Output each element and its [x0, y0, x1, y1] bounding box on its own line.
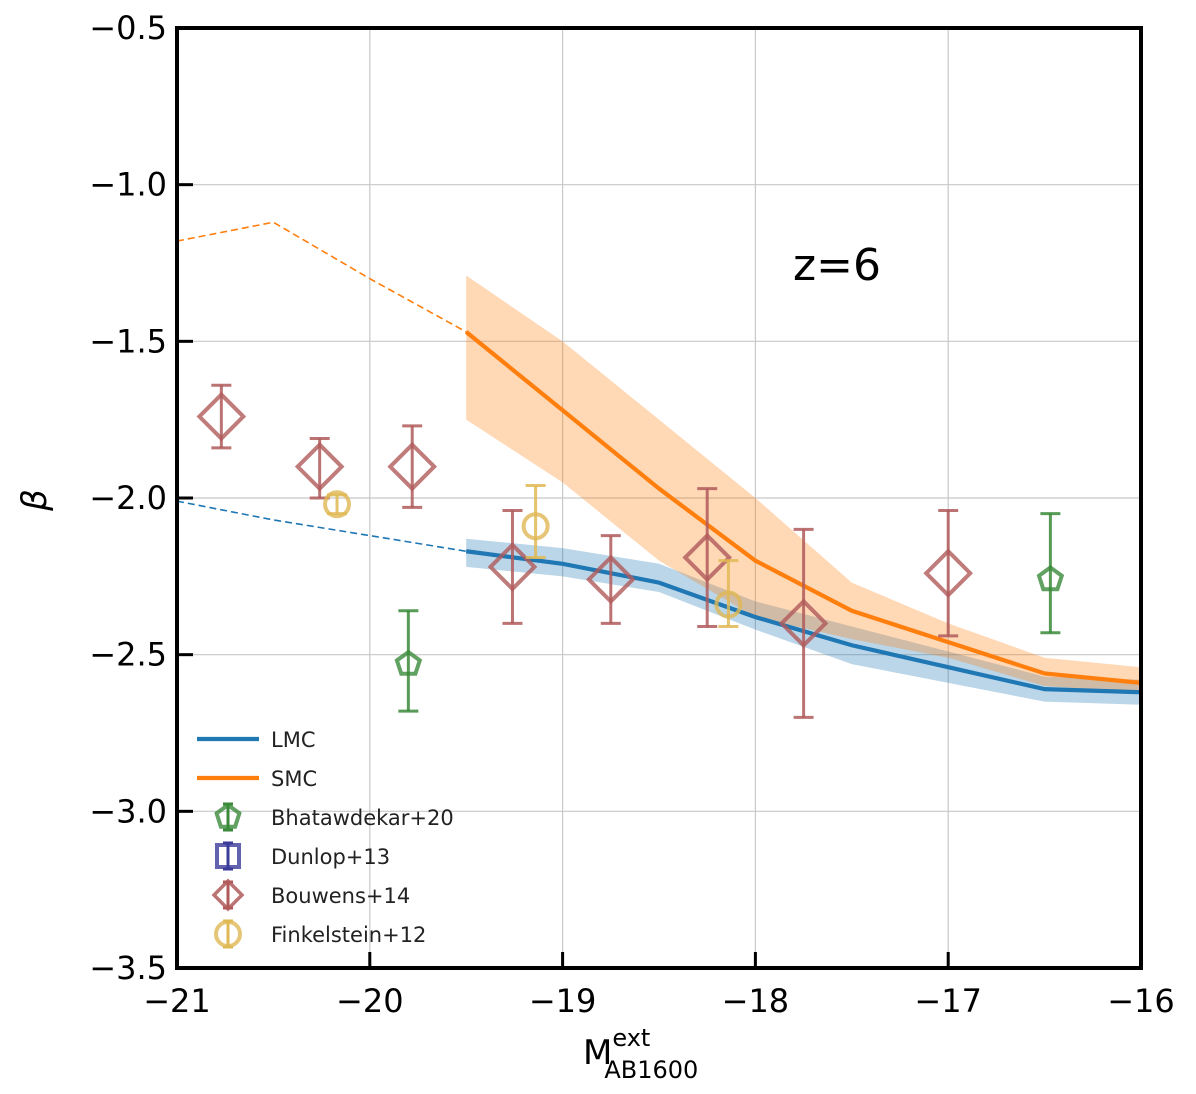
x-tick-label: −21 — [143, 982, 211, 1020]
legend-label-smc: SMC — [271, 767, 317, 791]
bhatawdekar-20-marker — [1036, 565, 1065, 592]
x-tick-label: −16 — [1107, 982, 1175, 1020]
bouwens-14-marker — [294, 441, 345, 492]
bhatawdekar-20-point — [1036, 512, 1065, 635]
bouwens-14-point — [682, 487, 733, 628]
legend-entry-smc: SMC — [197, 767, 317, 791]
x-axis-label-main: M — [583, 1033, 612, 1073]
y-axis-label: β — [15, 489, 55, 512]
bouwens-14-point — [196, 383, 247, 450]
legend-entry-bhatawdekar-20: Bhatawdekar+20 — [214, 802, 454, 832]
finkelstein-12-point — [714, 559, 743, 628]
x-tick-label: −17 — [914, 982, 982, 1020]
legend-marker-finkelstein-12 — [214, 920, 242, 948]
legend-marker-bhatawdekar-20 — [214, 802, 242, 829]
bouwens-14-point — [778, 527, 829, 719]
x-axis-label-sup: ext — [612, 1024, 650, 1052]
bouwens-14-marker — [487, 542, 538, 592]
legend-marker-dunlop-13 — [215, 843, 241, 869]
bouwens-14-point — [923, 509, 974, 638]
bouwens-14-point — [294, 436, 345, 500]
legend: LMC SMC Bhatawdekar+20 Dunlop+13 Bouwens+14 F… — [197, 728, 454, 949]
bouwens-14-marker — [778, 598, 829, 649]
bouwens-14-point — [487, 509, 538, 625]
x-tick-label: −18 — [722, 982, 790, 1020]
y-tick-label: −3.0 — [89, 792, 167, 830]
bouwens-14-marker — [387, 441, 438, 492]
y-tick-label: −2.0 — [89, 479, 167, 517]
smc-dashed-line — [176, 221, 467, 333]
legend-label-finkelstein-12: Finkelstein+12 — [271, 923, 426, 947]
x-tick-label: −20 — [336, 982, 404, 1020]
legend-marker-bouwens-14 — [211, 878, 245, 912]
finkelstein-12-marker — [323, 490, 352, 519]
lmc-dashed-line — [176, 500, 467, 553]
legend-entry-finkelstein-12: Finkelstein+12 — [214, 919, 426, 949]
y-tick-label: −1.5 — [89, 322, 167, 360]
bouwens-14-marker — [196, 391, 247, 442]
bhatawdekar-20-marker — [394, 649, 423, 676]
observation-points — [196, 383, 1065, 719]
y-tick-label: −1.0 — [89, 166, 167, 204]
legend-entry-lmc: LMC — [197, 728, 315, 752]
legend-entry-dunlop-13: Dunlop+13 — [215, 841, 390, 871]
redshift-annotation: z=6 — [793, 240, 881, 291]
finkelstein-12-marker — [521, 512, 550, 541]
legend-label-dunlop-13: Dunlop+13 — [271, 845, 390, 869]
finkelstein-12-point — [521, 483, 550, 560]
finkelstein-12-point — [323, 490, 352, 519]
x-axis-label-sub: AB1600 — [604, 1056, 698, 1084]
bouwens-14-marker — [585, 554, 636, 605]
bouwens-14-marker — [923, 548, 974, 599]
legend-label-bouwens-14: Bouwens+14 — [271, 884, 410, 908]
x-tick-label: −19 — [529, 982, 597, 1020]
y-tick-label: −3.5 — [89, 949, 167, 987]
x-axis-label: Mext AB1600 — [583, 1024, 698, 1084]
finkelstein-12-marker — [714, 590, 743, 619]
bhatawdekar-20-point — [394, 609, 423, 713]
bouwens-14-point — [585, 534, 636, 625]
y-tick-label: −2.5 — [89, 636, 167, 674]
legend-label-bhatawdekar-20: Bhatawdekar+20 — [271, 806, 454, 830]
bouwens-14-marker — [682, 532, 733, 583]
legend-entry-bouwens-14: Bouwens+14 — [211, 878, 410, 912]
axis-ticks: −21 −20 −19 −18 −17 −16 −3.5 −3.0 −2.5 −2.0 −1.5 −1… — [89, 9, 1174, 1020]
y-tick-label: −0.5 — [89, 9, 167, 47]
bouwens-14-point — [387, 424, 438, 509]
legend-label-lmc: LMC — [271, 728, 315, 752]
